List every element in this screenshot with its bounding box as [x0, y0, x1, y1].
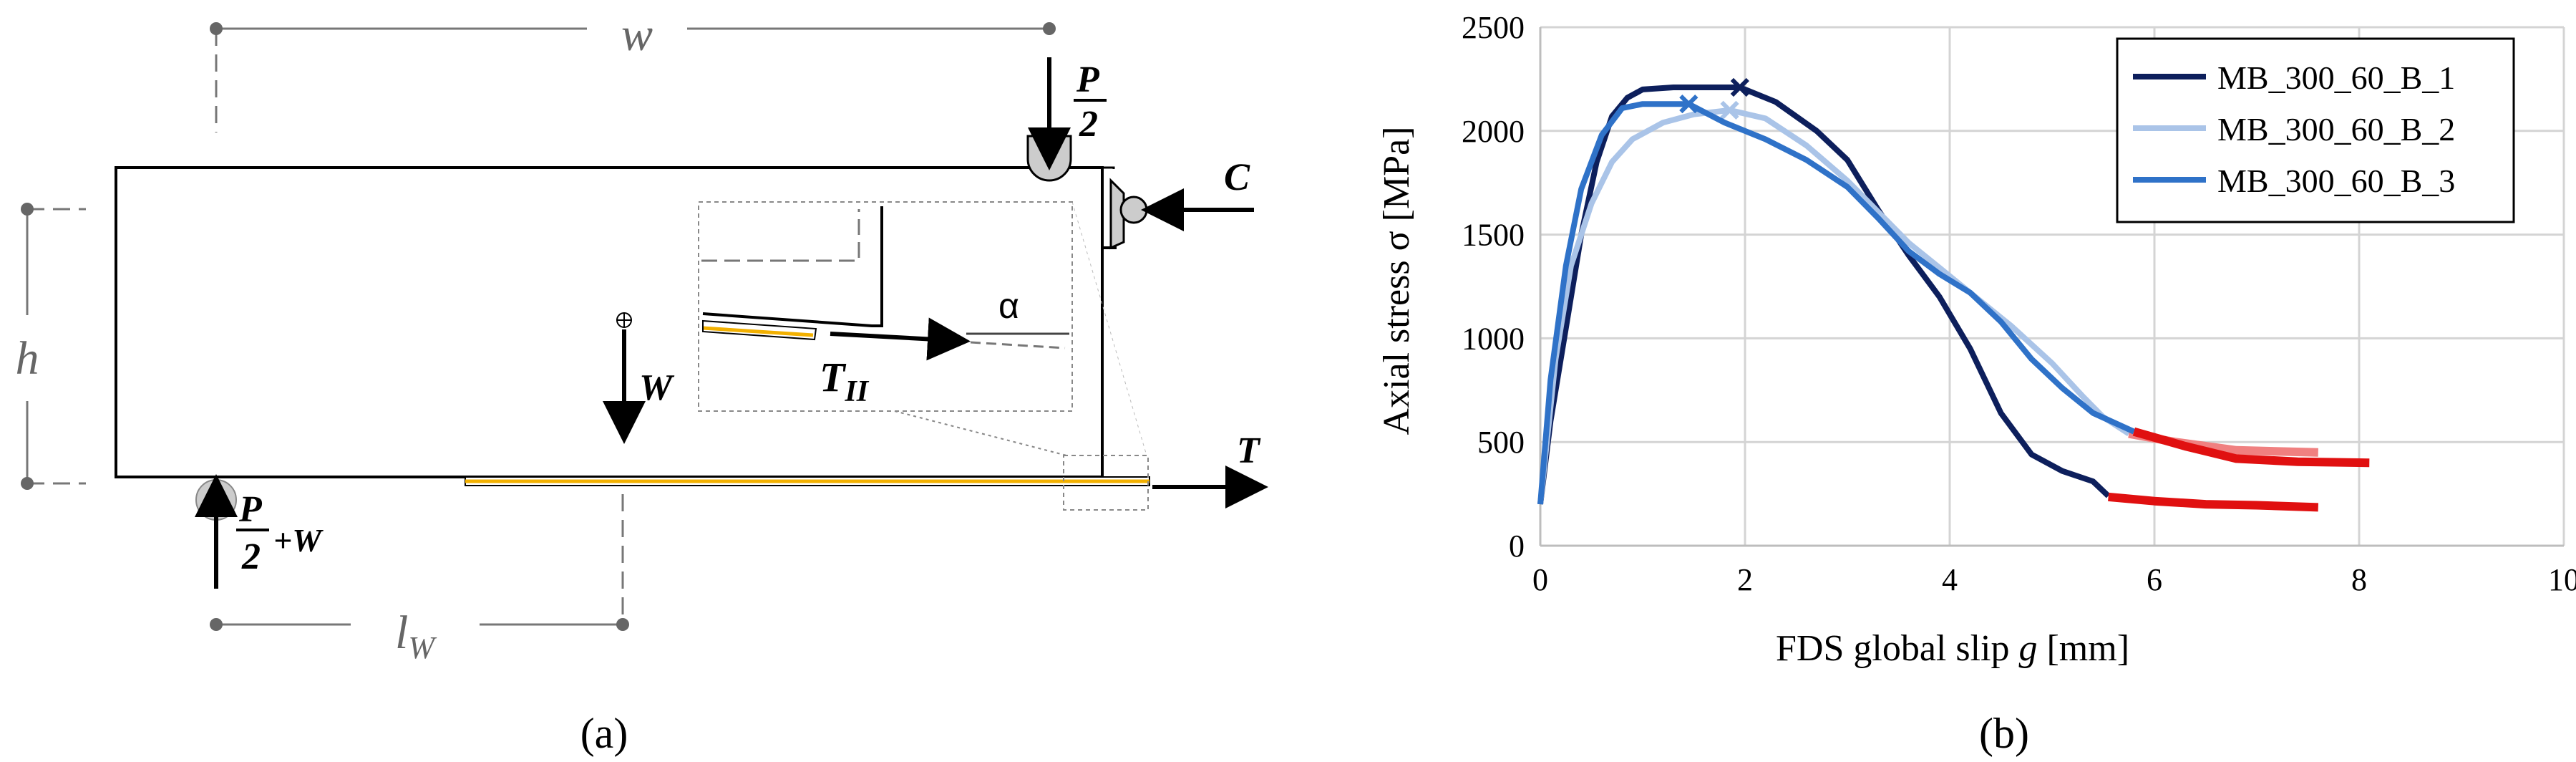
x-tick-label: 8: [2351, 562, 2367, 597]
series-line-2: [1537, 107, 2131, 505]
x-axis-title: FDS global slip g [mm]: [1776, 628, 2129, 669]
y-tick-label: 2000: [1462, 114, 1525, 149]
y-tick-label: 0: [1509, 529, 1525, 564]
panel-b-chart: 0 2 4 6 8 10 0 500 1000 1500 2000 2500 FDS global s…: [1376, 10, 2576, 757]
force-c-label: C: [1224, 155, 1250, 198]
y-tick-label: 1000: [1462, 321, 1525, 356]
legend-label-3: MB_300_60_B_3: [2217, 163, 2455, 199]
svg-text:2: 2: [241, 536, 261, 577]
chart-axes: [1539, 27, 2564, 547]
legend-label-1: MB_300_60_B_1: [2217, 59, 2455, 96]
panel-a-diagram: w h P 2: [16, 9, 1268, 757]
y-tick-label: 2500: [1462, 10, 1525, 45]
svg-text:2: 2: [1079, 104, 1098, 145]
self-weight-w: W: [603, 312, 675, 444]
series-line-3: [1537, 101, 2136, 505]
svg-text:P: P: [1076, 59, 1100, 100]
series-peak-marker-3: [1679, 95, 1698, 114]
legend-label-2: MB_300_60_B_2: [2217, 111, 2455, 148]
bottom-support: [195, 474, 238, 589]
x-tick-label: 4: [1942, 562, 1958, 597]
tension-t: T: [1152, 430, 1268, 508]
series-peak-marker-1: [1730, 77, 1749, 97]
svg-text:P: P: [238, 489, 263, 530]
laminate-strip: [465, 476, 1150, 486]
x-tick-label: 0: [1532, 562, 1548, 597]
top-load-label: P 2: [1074, 59, 1107, 145]
series-line-1: [1537, 85, 2111, 505]
series-tail-1: [2108, 492, 2319, 512]
dimension-w-label: w: [621, 9, 653, 61]
y-tick-label: 1500: [1462, 218, 1525, 253]
side-support-c: C: [1109, 155, 1254, 250]
chart-series: [1537, 77, 2370, 512]
dimension-lw: lW: [210, 494, 629, 665]
chart-legend: MB_300_60_B_1 MB_300_60_B_2 MB_300_60_B_3: [2116, 37, 2515, 223]
x-tick-label: 10: [2548, 562, 2576, 597]
svg-text:+W: +W: [273, 522, 324, 559]
x-tick-label: 2: [1737, 562, 1753, 597]
inset-t-label: TII: [820, 354, 870, 408]
inset-alpha-label: α: [998, 286, 1019, 326]
detail-inset: α TII: [698, 201, 1073, 412]
force-t-label: T: [1237, 430, 1261, 471]
top-load-plate: [1026, 57, 1072, 182]
caption-a: (a): [580, 710, 628, 757]
dimension-lw-label: lW: [395, 607, 437, 665]
detail-marker-box: [1063, 455, 1149, 511]
y-tick-label: 500: [1477, 425, 1525, 460]
dimension-h-label: h: [16, 332, 39, 385]
series-peak-marker-2: [1720, 100, 1739, 120]
caption-b: (b): [1979, 710, 2029, 757]
x-tick-label: 6: [2147, 562, 2162, 597]
series-tail-3: [2132, 427, 2370, 468]
force-w-label: W: [639, 367, 675, 408]
chart-ticks: 0 2 4 6 8 10 0 500 1000 1500 2000 2500: [1462, 10, 2576, 597]
dimension-h: h: [16, 203, 86, 490]
y-axis-title: Axial stress σ [MPa]: [1376, 127, 1417, 435]
bottom-load-label: P 2 +W: [236, 489, 324, 577]
dimension-w: w: [210, 9, 1056, 132]
